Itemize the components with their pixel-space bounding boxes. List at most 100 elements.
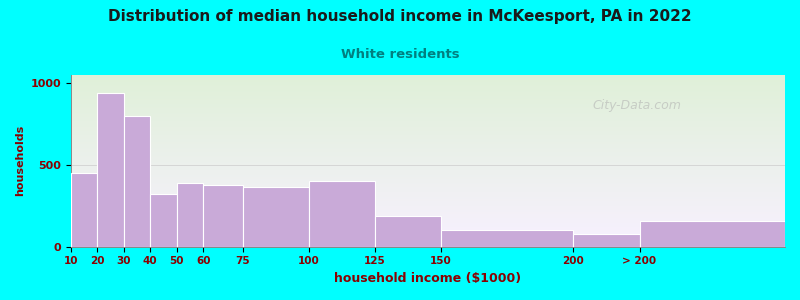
Bar [71, 174, 785, 175]
Bar [71, 193, 785, 194]
Bar [71, 167, 785, 168]
Bar [71, 146, 785, 147]
Bar [71, 195, 785, 196]
Bar [71, 166, 785, 167]
Bar [71, 106, 785, 107]
Bar [71, 181, 785, 182]
Bar [71, 234, 785, 235]
Bar [71, 90, 785, 91]
Bar [71, 140, 785, 141]
Bar [71, 237, 785, 238]
Bar [71, 99, 785, 100]
Bar [71, 229, 785, 230]
Bar [71, 190, 785, 191]
Bar [71, 153, 785, 154]
Bar [71, 211, 785, 212]
Bar [71, 157, 785, 158]
Bar [71, 148, 785, 149]
Bar [243, 187, 309, 247]
Text: City-Data.com: City-Data.com [592, 99, 681, 112]
Bar [71, 230, 785, 231]
Bar [71, 187, 785, 188]
Bar [71, 196, 785, 197]
Bar [71, 218, 785, 219]
Bar [71, 160, 785, 161]
Bar [71, 231, 785, 232]
Bar [71, 87, 785, 88]
Bar [639, 221, 785, 247]
Bar [71, 137, 785, 138]
Bar [71, 180, 785, 181]
Bar [71, 89, 785, 90]
Bar [71, 246, 785, 247]
Bar [71, 154, 785, 155]
Bar [71, 126, 785, 127]
Bar [71, 94, 785, 95]
Bar [71, 219, 785, 220]
Bar [71, 210, 785, 211]
Bar [71, 172, 785, 173]
Bar [71, 228, 785, 229]
Bar [71, 125, 785, 126]
Bar [203, 185, 243, 247]
Bar [71, 134, 785, 135]
Bar [71, 133, 785, 134]
Bar [177, 183, 203, 247]
Bar [71, 222, 785, 223]
Bar [71, 226, 785, 227]
Bar [71, 220, 785, 221]
Bar [574, 234, 639, 247]
Bar [71, 82, 785, 83]
Bar [71, 233, 785, 234]
Bar [71, 95, 785, 96]
Bar [71, 122, 785, 123]
Bar [71, 188, 785, 189]
Bar [309, 181, 375, 247]
Bar [71, 204, 785, 205]
Bar [71, 169, 785, 170]
Bar [71, 112, 785, 113]
Bar [71, 165, 785, 166]
Bar [71, 138, 785, 139]
Bar [71, 123, 785, 124]
Bar [71, 223, 785, 224]
Bar [71, 217, 785, 218]
Bar [71, 214, 785, 215]
Bar [71, 78, 785, 79]
Bar [71, 221, 785, 222]
Bar [71, 213, 785, 214]
Bar [71, 131, 785, 132]
Y-axis label: households: households [15, 125, 25, 196]
Bar [71, 81, 785, 82]
Bar [71, 208, 785, 209]
Bar [71, 184, 785, 185]
Bar [71, 128, 785, 129]
Bar [71, 102, 785, 103]
Bar [71, 194, 785, 195]
Bar [71, 132, 785, 133]
Bar [71, 232, 785, 233]
Bar [71, 103, 785, 104]
Bar [71, 149, 785, 150]
Bar [71, 159, 785, 160]
Text: Distribution of median household income in McKeesport, PA in 2022: Distribution of median household income … [108, 9, 692, 24]
Bar [71, 158, 785, 159]
Bar [71, 96, 785, 97]
Bar [71, 242, 785, 243]
Bar [71, 168, 785, 169]
Bar [71, 105, 785, 106]
Bar [71, 75, 785, 76]
Bar [71, 239, 785, 240]
Bar [71, 163, 785, 164]
Bar [71, 183, 785, 184]
Bar [375, 216, 441, 247]
Bar [150, 194, 177, 247]
Bar [71, 110, 785, 111]
Bar [71, 170, 785, 171]
Bar [71, 207, 785, 208]
Bar [71, 116, 785, 117]
Bar [71, 121, 785, 122]
Bar [71, 200, 785, 201]
Bar [71, 117, 785, 118]
Bar [71, 235, 785, 236]
